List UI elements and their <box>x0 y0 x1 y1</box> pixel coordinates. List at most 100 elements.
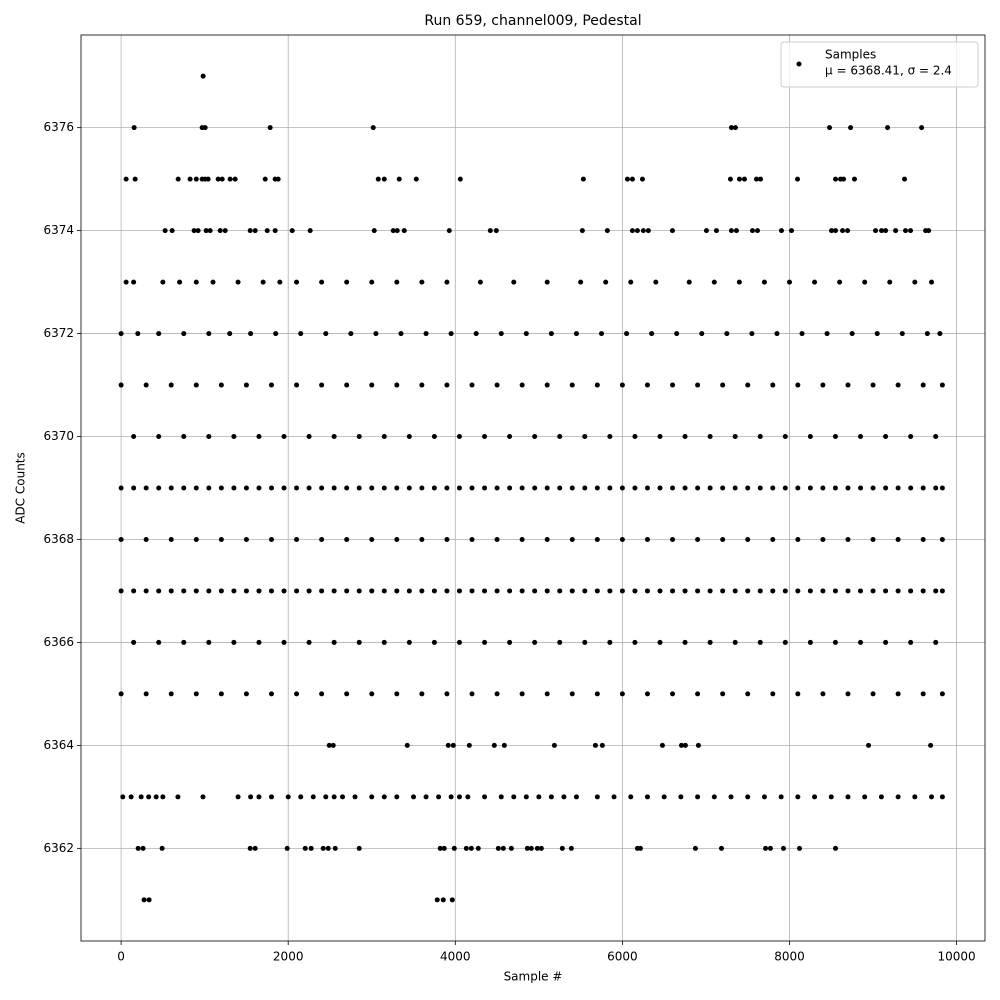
data-point <box>728 794 734 800</box>
data-point <box>745 588 751 594</box>
data-point <box>331 794 337 800</box>
data-point <box>330 742 336 748</box>
data-point <box>396 176 402 182</box>
data-point <box>498 794 504 800</box>
data-point <box>118 691 124 697</box>
data-point <box>657 639 663 645</box>
data-point <box>205 176 211 182</box>
data-point <box>193 485 199 491</box>
data-point <box>135 331 141 337</box>
data-point <box>302 845 308 851</box>
data-point <box>306 434 312 440</box>
data-point <box>118 382 124 388</box>
data-point <box>582 639 588 645</box>
data-point <box>657 588 663 594</box>
data-point <box>370 125 376 131</box>
data-point <box>193 588 199 594</box>
data-point <box>524 845 530 851</box>
data-point <box>637 845 643 851</box>
data-point <box>644 536 650 542</box>
data-point <box>466 742 472 748</box>
data-point <box>511 794 517 800</box>
data-point <box>757 639 763 645</box>
data-point <box>449 897 455 903</box>
data-point <box>767 845 773 851</box>
data-point <box>381 588 387 594</box>
data-point <box>519 536 525 542</box>
data-point <box>394 485 400 491</box>
data-point <box>713 228 719 234</box>
data-point <box>795 536 801 542</box>
data-point <box>883 485 889 491</box>
data-point <box>592 742 598 748</box>
data-point <box>745 691 751 697</box>
y-tick-label: 6372 <box>43 326 74 340</box>
data-point <box>218 382 224 388</box>
data-point <box>619 691 625 697</box>
data-point <box>181 639 187 645</box>
data-point <box>445 742 451 748</box>
data-point <box>795 176 801 182</box>
data-point <box>749 228 755 234</box>
data-point <box>774 331 780 337</box>
data-point <box>833 228 839 234</box>
data-point <box>169 228 175 234</box>
data-point <box>248 794 254 800</box>
data-point <box>883 228 889 234</box>
data-point <box>135 845 141 851</box>
data-point <box>487 228 493 234</box>
data-point <box>569 691 575 697</box>
data-point <box>451 845 457 851</box>
data-point <box>603 279 609 285</box>
data-point <box>599 742 605 748</box>
data-point <box>763 845 769 851</box>
data-point <box>394 228 400 234</box>
data-point <box>268 588 274 594</box>
data-point <box>732 434 738 440</box>
data-point <box>411 794 417 800</box>
data-point <box>908 485 914 491</box>
data-point <box>745 382 751 388</box>
data-point <box>181 588 187 594</box>
data-point <box>695 742 701 748</box>
data-point <box>644 485 650 491</box>
data-point <box>519 485 525 491</box>
data-point <box>634 228 640 234</box>
data-point <box>323 794 329 800</box>
data-point <box>770 691 776 697</box>
data-point <box>248 331 254 337</box>
data-point <box>431 588 437 594</box>
data-point <box>369 691 375 697</box>
data-point <box>820 382 826 388</box>
data-point <box>493 228 499 234</box>
data-point <box>200 794 206 800</box>
data-point <box>206 485 212 491</box>
data-point <box>845 485 851 491</box>
data-point <box>456 794 462 800</box>
data-point <box>498 331 504 337</box>
data-point <box>175 176 181 182</box>
data-point <box>344 485 350 491</box>
data-point <box>674 331 680 337</box>
data-point <box>670 588 676 594</box>
data-point <box>695 588 701 594</box>
data-point <box>319 382 325 388</box>
data-point <box>118 536 124 542</box>
data-point <box>607 434 613 440</box>
data-point <box>928 742 934 748</box>
data-point <box>870 485 876 491</box>
data-point <box>444 691 450 697</box>
data-point <box>594 794 600 800</box>
data-point <box>659 742 665 748</box>
data-point <box>580 176 586 182</box>
data-point <box>231 639 237 645</box>
data-point <box>369 485 375 491</box>
data-point <box>441 845 447 851</box>
data-point <box>557 588 563 594</box>
data-point <box>682 434 688 440</box>
data-point <box>140 845 146 851</box>
data-point <box>732 125 738 131</box>
data-point <box>833 845 839 851</box>
data-point <box>851 176 857 182</box>
data-point <box>281 639 287 645</box>
